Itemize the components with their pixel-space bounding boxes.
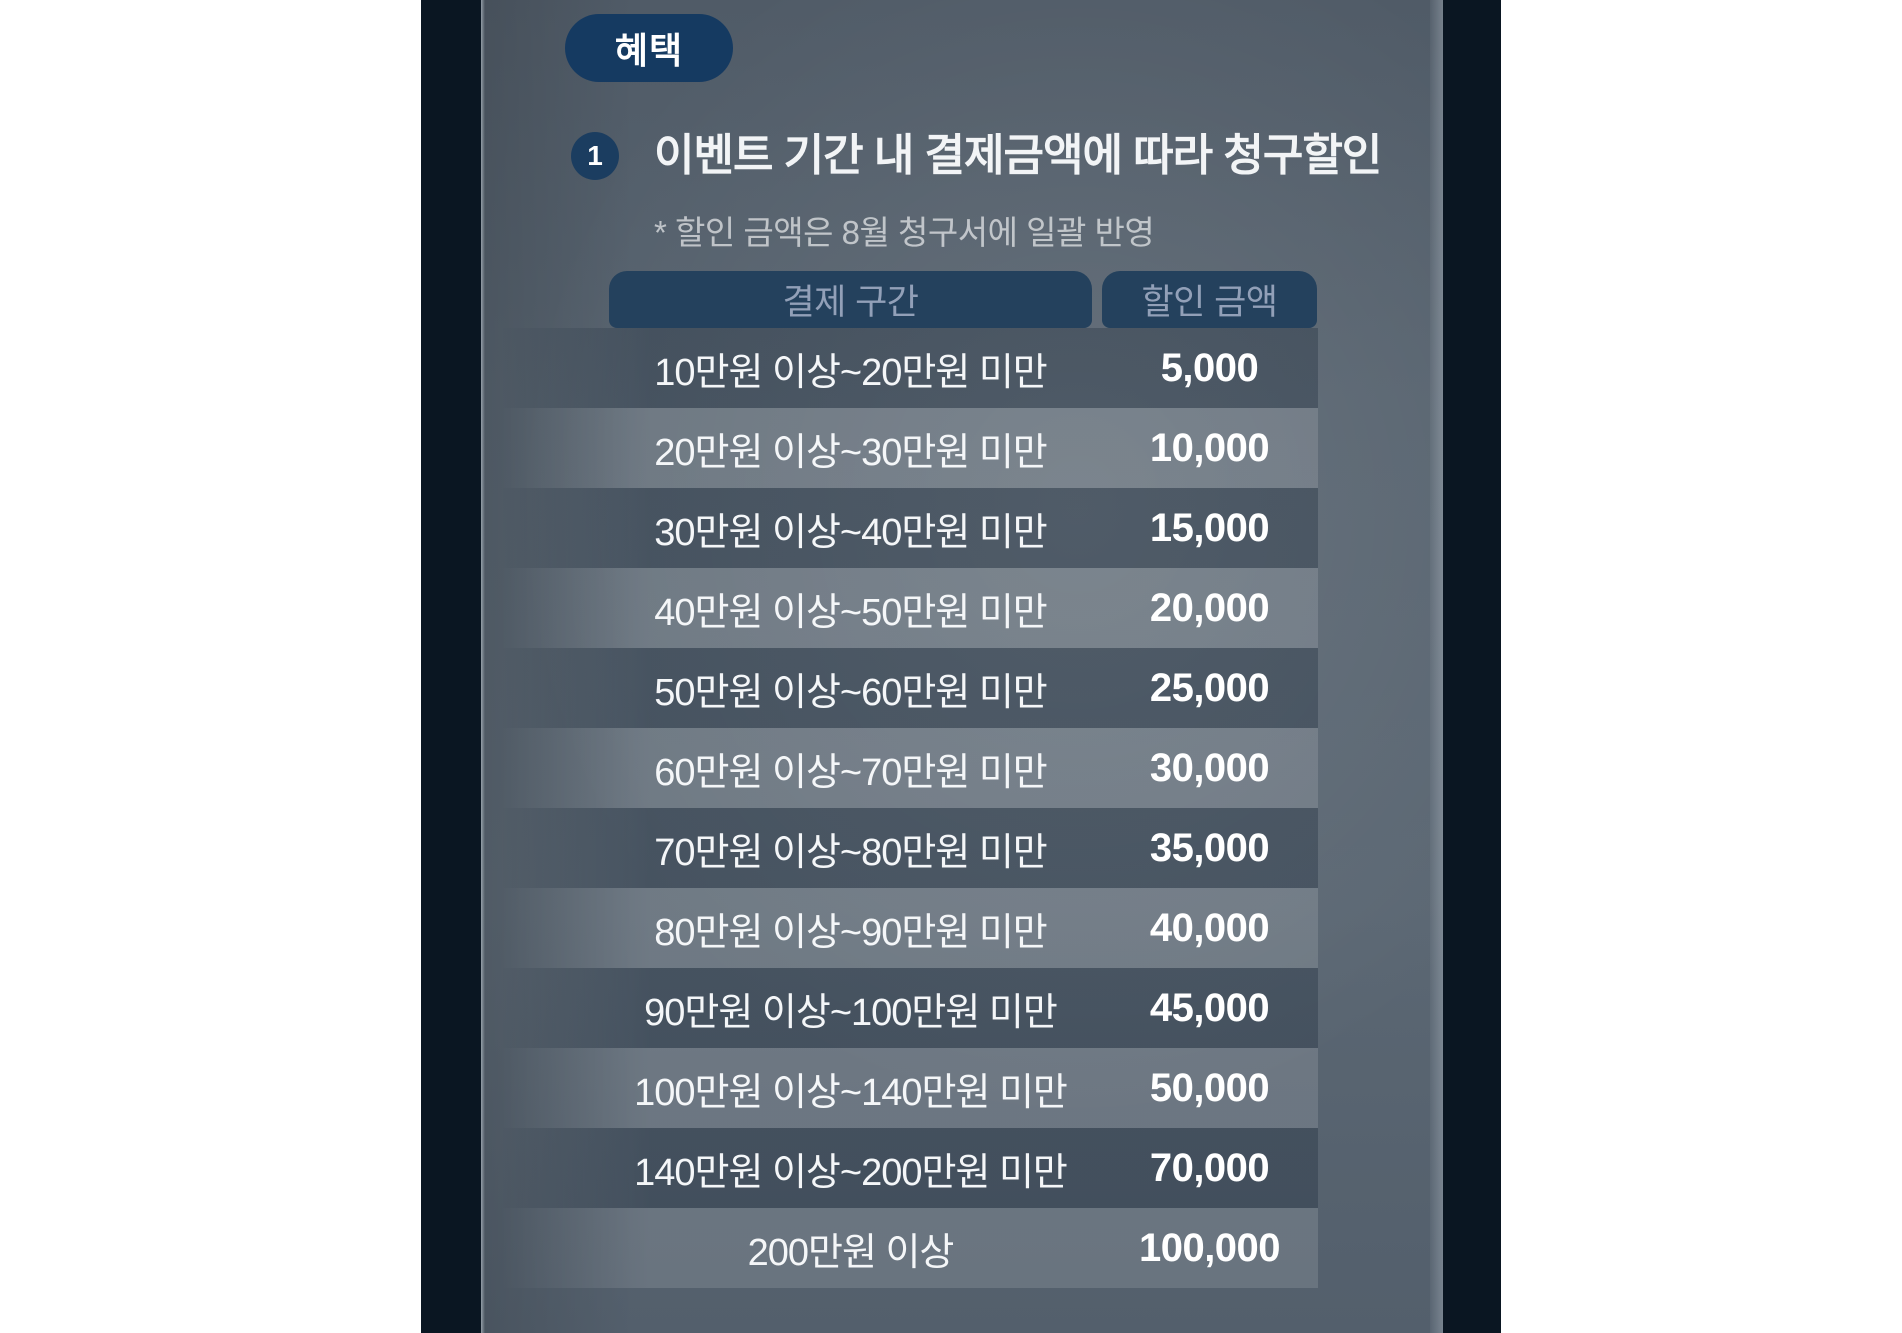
row-discount-amount: 45,000 (1149, 985, 1270, 1030)
row-payment-range: 60만원 이상~70만원 미만 (654, 751, 1048, 794)
benefit-badge-label: 혜택 (614, 30, 684, 71)
benefit-badge: 혜택 (565, 14, 733, 82)
table-body: 10만원 이상~20만원 미만 5,000 20만원 이상~30만원 미만 10… (500, 328, 1318, 1288)
row-payment-range: 70만원 이상~80만원 미만 (654, 831, 1048, 874)
row-discount-amount: 50,000 (1149, 1065, 1270, 1110)
table-row: 90만원 이상~100만원 미만 45,000 (500, 968, 1318, 1048)
row-payment-range: 80만원 이상~90만원 미만 (654, 911, 1048, 954)
table-row: 10만원 이상~20만원 미만 5,000 (500, 328, 1318, 408)
row-discount-amount: 25,000 (1149, 665, 1270, 710)
section-note: * 할인 금액은 8월 청구서에 일괄 반영 (654, 214, 1155, 251)
row-discount-amount: 35,000 (1149, 825, 1270, 870)
table-row: 80만원 이상~90만원 미만 40,000 (500, 888, 1318, 968)
table-row: 100만원 이상~140만원 미만 50,000 (500, 1048, 1318, 1128)
row-payment-range: 20만원 이상~30만원 미만 (654, 431, 1048, 474)
column-header-payment-range: 결제 구간 (609, 271, 1092, 328)
row-payment-range: 30만원 이상~40만원 미만 (654, 511, 1048, 554)
row-payment-range: 200만원 이상 (747, 1231, 955, 1274)
phone-frame: 혜택 1 이벤트 기간 내 결제금액에 따라 청구할인 * 할인 금액은 8월 … (421, 0, 1501, 1333)
section-heading: 1 이벤트 기간 내 결제금액에 따라 청구할인 (571, 131, 1382, 180)
table-row: 140만원 이상~200만원 미만 70,000 (500, 1128, 1318, 1208)
row-discount-amount: 40,000 (1149, 905, 1270, 950)
row-discount-amount: 5,000 (1160, 345, 1259, 390)
row-discount-amount: 10,000 (1149, 425, 1270, 470)
table-row: 20만원 이상~30만원 미만 10,000 (500, 408, 1318, 488)
column-header-discount-amount: 할인 금액 (1102, 271, 1317, 328)
table-header-row: 결제 구간 할인 금액 (481, 271, 1443, 328)
table-row: 30만원 이상~40만원 미만 15,000 (500, 488, 1318, 568)
row-payment-range: 90만원 이상~100만원 미만 (644, 991, 1058, 1034)
section-title: 이벤트 기간 내 결제금액에 따라 청구할인 (654, 131, 1382, 180)
row-payment-range: 140만원 이상~200만원 미만 (634, 1151, 1068, 1194)
row-discount-amount: 30,000 (1149, 745, 1270, 790)
row-payment-range: 40만원 이상~50만원 미만 (654, 591, 1048, 634)
row-payment-range: 100만원 이상~140만원 미만 (634, 1071, 1068, 1114)
table-row: 200만원 이상 100,000 (500, 1208, 1318, 1288)
table-row: 70만원 이상~80만원 미만 35,000 (500, 808, 1318, 888)
row-payment-range: 10만원 이상~20만원 미만 (654, 351, 1048, 394)
row-discount-amount: 20,000 (1149, 585, 1270, 630)
table-row: 60만원 이상~70만원 미만 30,000 (500, 728, 1318, 808)
section-number: 1 (587, 140, 603, 171)
row-discount-amount: 70,000 (1149, 1145, 1270, 1190)
row-discount-amount: 15,000 (1149, 505, 1270, 550)
section-number-badge: 1 (571, 132, 619, 180)
table-row: 50만원 이상~60만원 미만 25,000 (500, 648, 1318, 728)
row-discount-amount: 100,000 (1138, 1225, 1281, 1270)
event-screen: 혜택 1 이벤트 기간 내 결제금액에 따라 청구할인 * 할인 금액은 8월 … (481, 0, 1443, 1333)
table-row: 40만원 이상~50만원 미만 20,000 (500, 568, 1318, 648)
row-payment-range: 50만원 이상~60만원 미만 (654, 671, 1048, 714)
